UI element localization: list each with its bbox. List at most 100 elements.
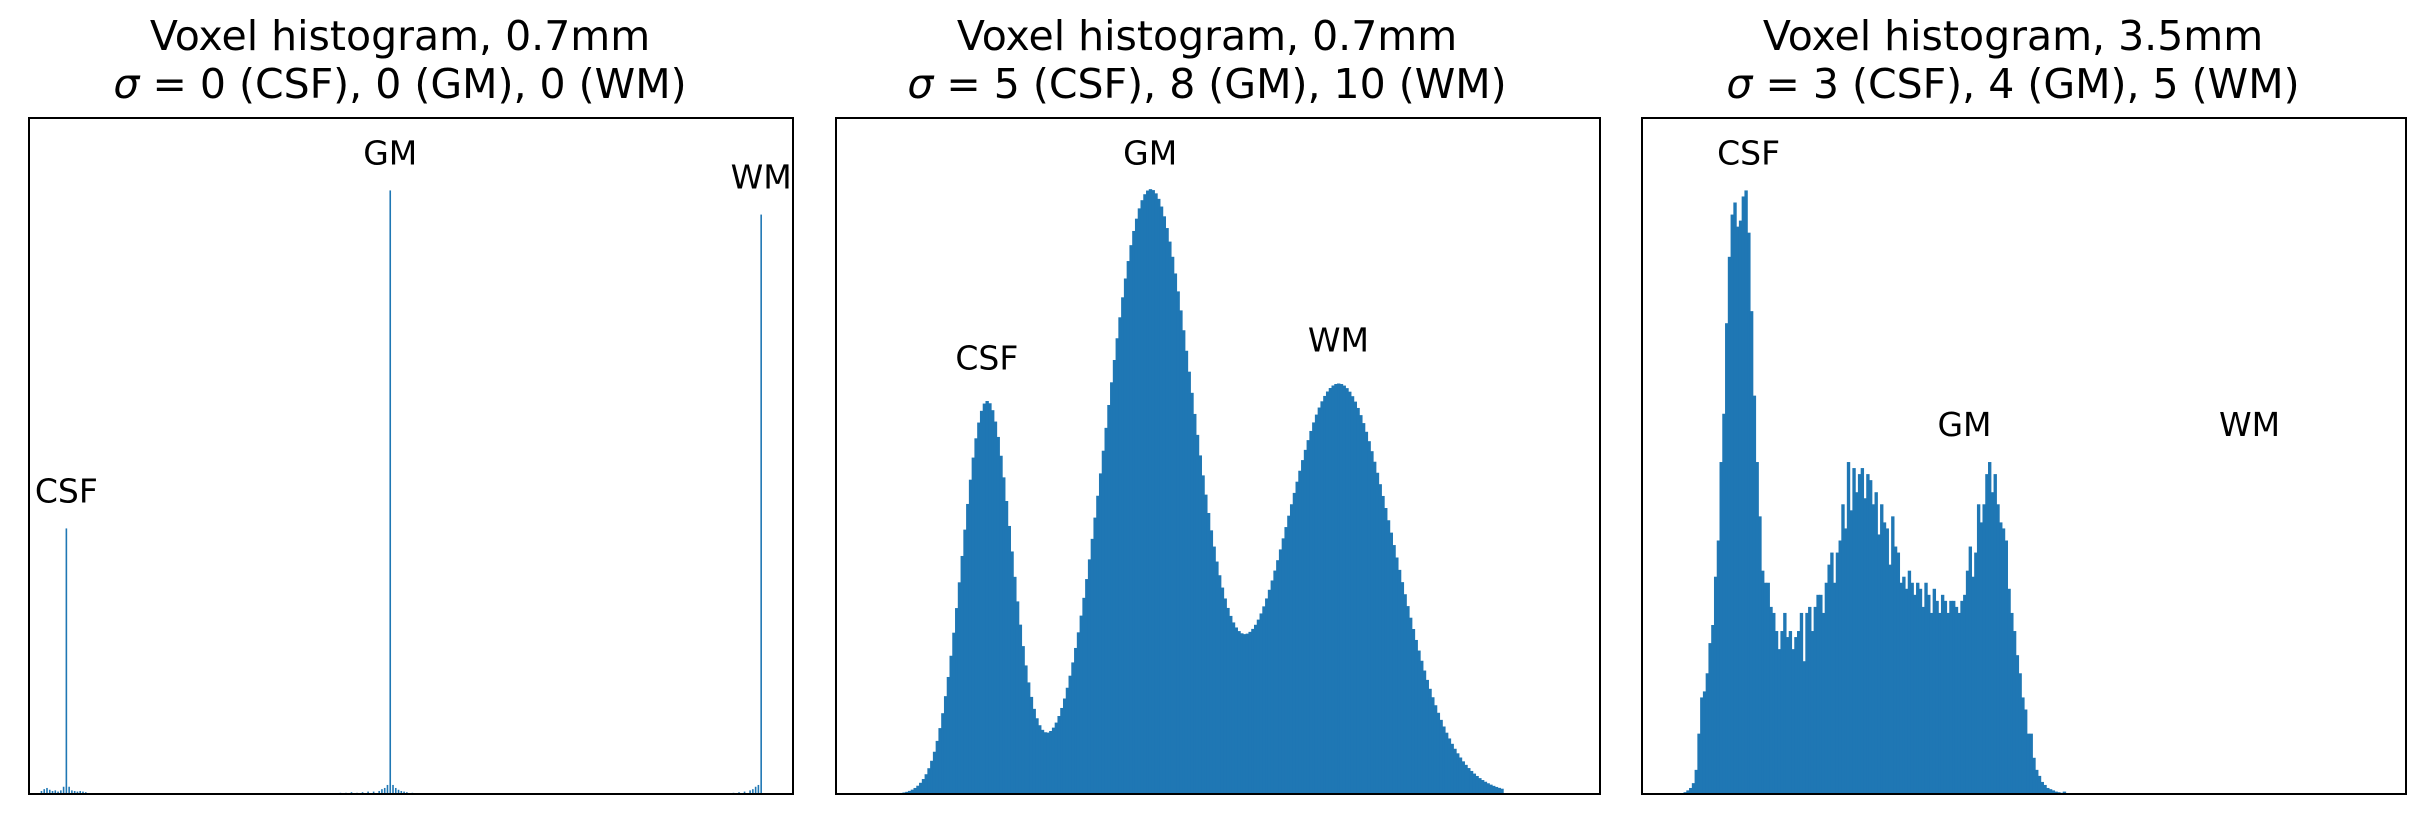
histogram-bar — [1367, 441, 1371, 794]
histogram-bar — [927, 768, 931, 794]
histogram-bar — [1165, 228, 1169, 794]
histogram-bar — [1979, 522, 1984, 794]
histogram-bar — [1777, 649, 1782, 794]
histogram-bar — [1093, 517, 1097, 794]
histogram-bar — [1705, 673, 1710, 794]
histogram-bar — [1270, 580, 1274, 794]
histogram-bar — [1420, 660, 1424, 794]
histogram-bar — [2040, 781, 2044, 794]
histogram-bar — [1245, 633, 1250, 794]
histogram-bar — [1087, 559, 1092, 794]
histogram-bar — [946, 676, 951, 794]
histogram-bar — [1010, 551, 1014, 794]
histogram-bar — [1747, 232, 1751, 794]
histogram-bar — [974, 438, 978, 794]
histogram-bar — [1844, 528, 1848, 794]
histogram-bar — [76, 791, 79, 794]
histogram-bar — [1082, 597, 1086, 794]
plot-frame — [28, 117, 794, 795]
histogram-bar — [1209, 530, 1214, 794]
sigma-symbol: σ — [113, 60, 140, 108]
histogram-bar — [916, 785, 920, 794]
histogram-bar — [960, 555, 964, 794]
histogram-bar — [1121, 297, 1125, 794]
histogram-bar — [1140, 200, 1144, 794]
histogram-bar — [43, 789, 46, 794]
histogram-bar — [1090, 538, 1095, 794]
histogram-bar — [1038, 725, 1042, 794]
histogram-bar — [1808, 606, 1812, 794]
histogram-bar — [1713, 576, 1718, 794]
histogram-bar — [1461, 761, 1465, 794]
plot-frame — [835, 117, 1601, 795]
histogram-bar — [1689, 787, 1693, 794]
histogram-bar — [389, 190, 392, 794]
histogram-bar — [1797, 631, 1801, 794]
histogram-bar — [932, 751, 937, 794]
histogram-bar — [1400, 582, 1405, 794]
histogram-bar — [1182, 330, 1186, 794]
histogram-bar — [1170, 256, 1175, 794]
histogram-bar — [1805, 612, 1809, 794]
histogram-bar — [1700, 697, 1704, 794]
histogram-bar — [985, 401, 989, 794]
histogram-bar — [1278, 549, 1283, 794]
histogram-bar — [2010, 612, 2014, 794]
histogram-bar — [1339, 384, 1344, 794]
histogram-bar — [1932, 588, 1937, 794]
histogram-bar — [1251, 628, 1255, 794]
histogram-bar — [1123, 278, 1128, 794]
histogram-bar — [1999, 522, 2003, 794]
histogram-bar — [1494, 786, 1499, 794]
histogram-bar — [1265, 598, 1269, 794]
histogram-bar — [1833, 582, 1837, 794]
histogram-bar — [1857, 474, 1862, 794]
histogram-bar — [1204, 494, 1208, 794]
histogram-bar — [1893, 546, 1898, 794]
histogram-bar — [367, 791, 369, 794]
histogram-bar — [1927, 594, 1931, 794]
histogram-bar — [71, 790, 73, 794]
peak-label-csf: CSF — [1717, 133, 1780, 172]
histogram-bar — [1024, 665, 1028, 794]
histogram-bar — [979, 410, 984, 794]
histogram-bar — [1816, 594, 1820, 794]
histogram-bar — [82, 791, 84, 794]
histogram-bar — [2046, 787, 2050, 794]
histogram-bar — [1237, 631, 1241, 794]
histogram-bar — [1913, 594, 1917, 794]
histogram-bar — [1929, 612, 1934, 794]
bars — [1683, 190, 2072, 795]
histogram-bar — [1079, 615, 1083, 794]
histogram-bar — [1758, 516, 1762, 794]
histogram-bar — [1766, 582, 1770, 794]
histogram-bar — [1497, 787, 1501, 794]
histogram-bar — [2051, 790, 2056, 794]
histogram-bar — [1409, 617, 1413, 794]
histogram-bar — [1112, 359, 1117, 794]
histogram-bar — [1309, 430, 1313, 794]
histogram-bar — [381, 789, 383, 794]
histogram-bar — [1223, 598, 1227, 794]
subtitle-text: = 0 (CSF), 0 (GM), 0 (WM) — [139, 60, 687, 108]
histogram-chart-1: CSF GM WM — [28, 117, 794, 795]
histogram-bar — [1885, 528, 1889, 794]
histogram-bar — [993, 421, 998, 794]
histogram-bar — [1868, 480, 1873, 794]
histogram-bar — [1373, 461, 1377, 794]
peak-label-wm: WM — [731, 158, 792, 197]
histogram-bar — [1118, 317, 1122, 794]
histogram-bar — [752, 789, 754, 794]
histogram-bar — [991, 410, 995, 794]
histogram-bar — [1295, 481, 1299, 794]
histogram-bar — [1361, 423, 1366, 794]
histogram-bar — [1810, 631, 1815, 794]
histogram-bar — [963, 529, 967, 794]
histogram-bar — [1763, 582, 1768, 794]
histogram-bar — [1916, 582, 1920, 794]
histogram-bar — [1306, 440, 1310, 794]
histogram-bar — [1325, 391, 1330, 794]
histogram-bar — [957, 582, 962, 794]
histogram-bar — [1021, 646, 1025, 794]
histogram-bar — [1722, 413, 1726, 794]
